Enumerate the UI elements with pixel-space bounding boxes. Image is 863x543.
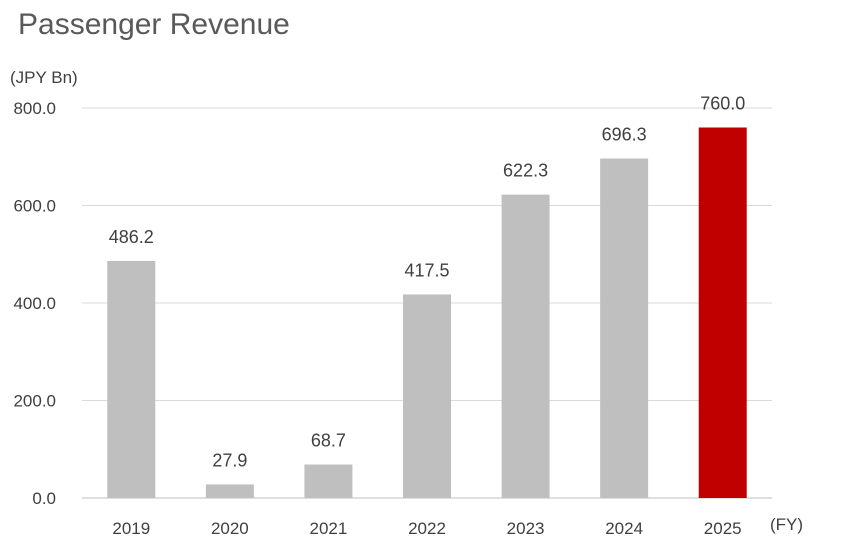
data-label-2021: 68.7 [311,431,346,451]
x-tick-label-2024: 2024 [605,519,643,538]
x-tick-label-2021: 2021 [310,519,348,538]
bar-2020 [205,484,254,498]
data-label-2022: 417.5 [404,260,449,280]
bar-2021 [304,464,353,498]
data-label-2025: 760.0 [700,94,745,114]
y-tick-label: 400.0 [13,294,56,313]
bar-2022 [403,294,451,498]
x-axis-ticks: 2019 2020 2021 2022 2023 2024 2025 [112,519,741,538]
x-tick-label-2020: 2020 [211,519,249,538]
data-labels: 486.2 27.9 68.7 417.5 622.3 696.3 760.0 [109,94,745,471]
bar-2023 [501,194,550,498]
x-tick-label-2019: 2019 [112,519,150,538]
bar-2019 [107,260,156,498]
x-axis-unit-label: (FY) [770,515,803,534]
x-tick-label-2022: 2022 [408,519,446,538]
y-tick-label: 600.0 [13,197,56,216]
bar-2025 [698,127,747,498]
data-label-2024: 696.3 [602,125,647,145]
y-tick-label: 800.0 [13,99,56,118]
bars [107,127,747,498]
bar-2024 [600,158,649,498]
x-tick-label-2025: 2025 [704,519,742,538]
y-axis-ticks: 0.0 200.0 400.0 600.0 800.0 [13,99,56,508]
chart-title: Passenger Revenue [18,8,290,41]
x-tick-label-2023: 2023 [507,519,545,538]
y-axis-unit-label: (JPY Bn) [10,68,78,87]
y-tick-label: 200.0 [13,392,56,411]
data-label-2020: 27.9 [212,450,247,470]
y-tick-label: 0.0 [32,489,56,508]
data-label-2019: 486.2 [109,227,154,247]
data-label-2023: 622.3 [503,161,548,181]
